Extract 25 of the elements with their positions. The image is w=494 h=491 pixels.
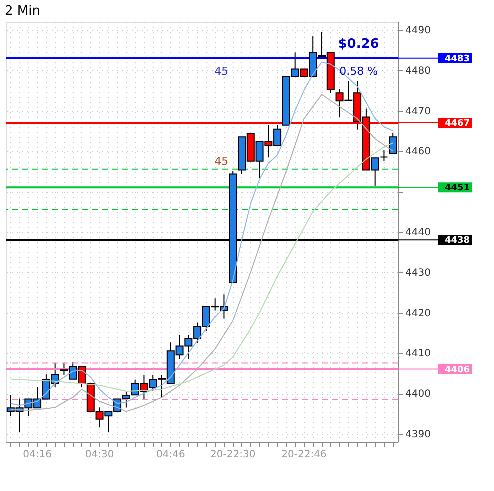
y-tick-label: 4460 <box>406 146 431 158</box>
annotation: $0.26 <box>338 37 380 52</box>
y-tick-label: 4490 <box>406 26 431 37</box>
x-tick-label: 04:16 <box>23 450 52 460</box>
y-tick-label: 4410 <box>406 348 431 360</box>
x-tick-label: 04:30 <box>85 450 114 460</box>
chart-title: 2 Min <box>5 4 40 19</box>
ref-line-label: 4451 <box>444 184 470 194</box>
x-tick-label: 20-22:46 <box>282 450 327 460</box>
x-tick-label: 20-22:30 <box>210 450 256 460</box>
ref-line-label: 4406 <box>444 365 470 376</box>
y-tick-label: 4480 <box>406 66 431 77</box>
y-tick-label: 4440 <box>406 228 431 238</box>
ref-line-label: 4467 <box>444 118 470 129</box>
ref-line-label: 4483 <box>444 54 470 64</box>
ref-line-label: 4438 <box>444 236 470 246</box>
y-tick-label: 4420 <box>406 308 431 320</box>
y-tick-label: 4430 <box>406 268 431 279</box>
x-tick-label: 04:46 <box>156 450 186 460</box>
y-tick-label: 4390 <box>406 429 431 440</box>
annotation: 45 <box>214 65 229 78</box>
annotation: 45 <box>214 155 229 168</box>
annotation: 0.58 % <box>340 65 378 78</box>
y-tick-label: 4470 <box>406 106 431 118</box>
y-tick-label: 4400 <box>406 389 431 400</box>
